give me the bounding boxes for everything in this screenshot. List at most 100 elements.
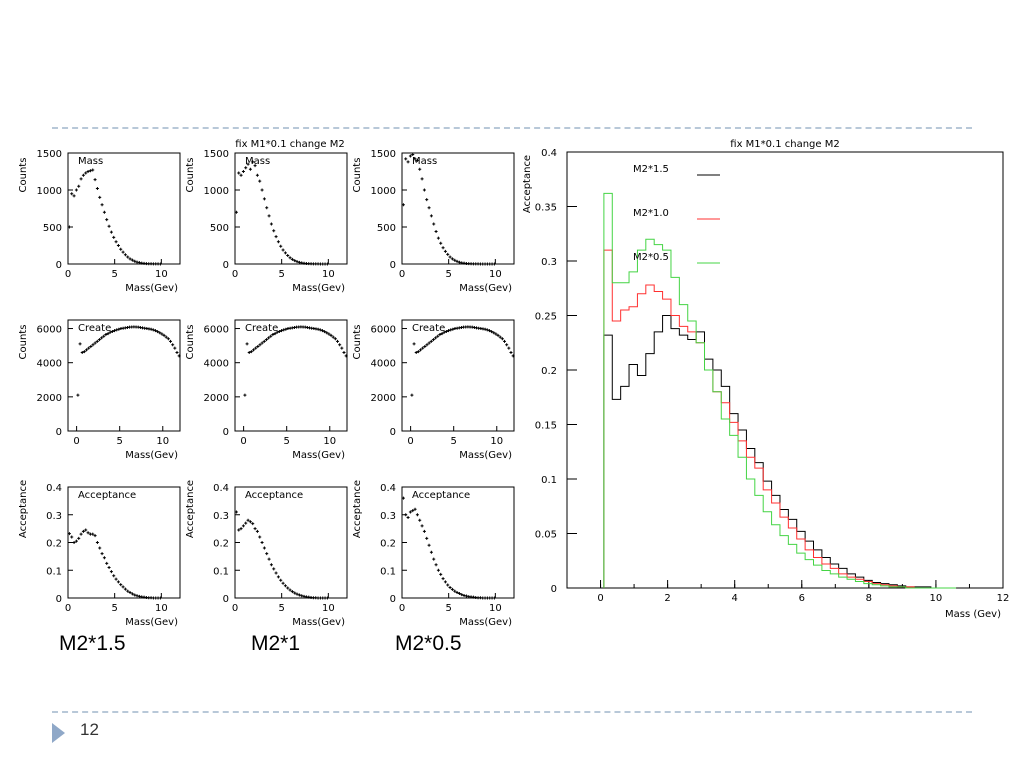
data-point [267, 336, 271, 340]
data-point [72, 194, 76, 198]
data-point [253, 164, 257, 168]
data-point [67, 225, 71, 229]
main-x-tick-label: 10 [930, 593, 943, 604]
data-point [429, 550, 433, 554]
panel-x-axis-label: Mass(Gev) [125, 617, 178, 628]
panel-y-tick-label: 4000 [371, 359, 396, 370]
panel-y-tick-label: 0 [223, 427, 229, 438]
data-point [248, 520, 252, 524]
data-point [95, 339, 99, 343]
panel-y-tick-label: 0 [390, 427, 396, 438]
data-point [425, 343, 429, 347]
data-point [505, 343, 509, 347]
data-point [457, 260, 461, 264]
data-point [128, 590, 132, 594]
data-point [290, 590, 294, 594]
data-point [247, 350, 251, 354]
data-point [98, 546, 102, 550]
data-point [280, 329, 284, 333]
data-point [123, 253, 127, 257]
caption-m2-0-5: M2*0.5 [395, 632, 462, 655]
data-point [442, 330, 446, 334]
histogram-m2-1-5 [603, 315, 957, 589]
data-point [286, 586, 290, 590]
panel-label: Create [412, 323, 445, 334]
data-point [89, 344, 93, 348]
panel-x-axis-label: Mass(Gev) [125, 450, 178, 461]
data-point [112, 235, 116, 239]
data-point [160, 332, 164, 336]
data-point [434, 336, 438, 340]
panel-x-tick-label: 5 [117, 436, 123, 447]
data-point [441, 246, 445, 250]
panel-y-tick-label: 1500 [204, 149, 229, 160]
panel-x-tick-label: 5 [284, 436, 290, 447]
data-point [295, 592, 299, 596]
data-point [105, 218, 109, 222]
data-point [490, 330, 494, 334]
data-point [325, 331, 329, 335]
data-point [106, 332, 110, 336]
data-point [443, 580, 447, 584]
data-point [434, 563, 438, 567]
panel-y-tick-label: 4000 [204, 359, 229, 370]
data-point [444, 329, 448, 333]
data-point [411, 152, 415, 156]
data-point [408, 510, 412, 514]
panel-frame [401, 152, 515, 265]
data-point [329, 333, 333, 337]
panel-x-axis-label: Mass(Gev) [459, 450, 512, 461]
data-point [423, 344, 427, 348]
caption-m2-1: M2*1 [251, 632, 301, 655]
data-point [272, 567, 276, 571]
data-point [492, 262, 496, 266]
data-point [102, 556, 106, 560]
panel-y-tick-label: 0.4 [46, 483, 62, 494]
panel-x-axis-label: Mass(Gev) [125, 283, 178, 294]
data-point [450, 257, 454, 261]
data-point [336, 339, 340, 343]
data-point [451, 327, 455, 331]
data-point [295, 260, 299, 264]
panel-x-tick-label: 10 [155, 269, 168, 280]
panel-frame [401, 486, 515, 599]
data-point [438, 333, 442, 337]
data-point [431, 338, 435, 342]
panel-x-tick-label: 0 [407, 436, 413, 447]
data-point [404, 157, 408, 161]
data-point [77, 536, 81, 540]
data-point [274, 571, 278, 575]
panel-frame [234, 486, 348, 599]
data-point [500, 337, 504, 341]
data-point [102, 210, 106, 214]
data-point [286, 253, 290, 257]
data-point [421, 346, 425, 350]
data-point [91, 343, 95, 347]
panel-frame [67, 486, 181, 599]
data-point [115, 328, 119, 332]
data-point [256, 344, 260, 348]
data-point [82, 350, 86, 354]
data-point [503, 339, 507, 343]
data-point [320, 329, 324, 333]
data-point [483, 327, 487, 331]
data-point [290, 257, 294, 261]
panel-frame [234, 152, 348, 265]
data-point [102, 334, 106, 338]
panel-y-tick-label: 0.3 [380, 511, 396, 522]
data-point [109, 570, 113, 574]
panel-x-axis-label: Mass(Gev) [292, 283, 345, 294]
panel-y-tick-label: 0 [223, 594, 229, 605]
data-point [415, 513, 419, 517]
histogram-m2-0-5 [603, 192, 957, 589]
data-point [151, 328, 155, 332]
panel-label: Mass [245, 156, 270, 167]
data-point [108, 330, 112, 334]
data-point [262, 339, 266, 343]
data-point [411, 509, 415, 513]
panel-x-tick-label: 0 [240, 436, 246, 447]
data-point [485, 328, 489, 332]
data-point [149, 327, 153, 331]
data-point [244, 166, 248, 170]
data-point [429, 339, 433, 343]
